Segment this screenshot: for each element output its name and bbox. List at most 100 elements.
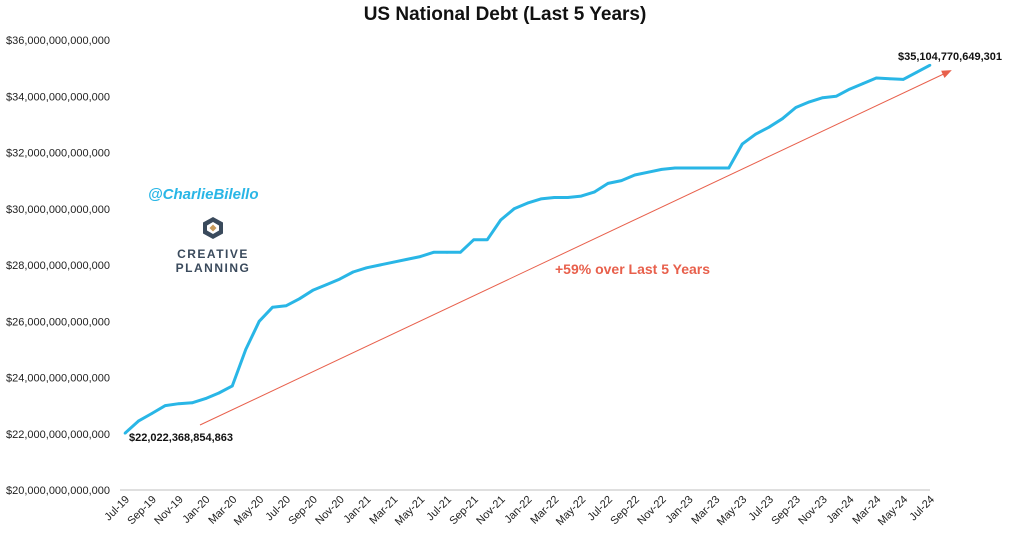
data-point [901, 78, 905, 81]
data-point [646, 170, 650, 174]
x-tick-label: Sep-21 [447, 494, 481, 528]
x-tick-label: Jul-24 [907, 494, 937, 524]
data-point [459, 251, 462, 254]
data-point [807, 100, 811, 104]
data-point [163, 404, 167, 407]
logo-text-line1: CREATIVE [177, 247, 249, 261]
x-tick-label: Sep-20 [286, 494, 320, 528]
data-point [740, 142, 744, 146]
data-point [593, 190, 596, 194]
data-point [848, 87, 851, 91]
data-point [311, 289, 315, 292]
author-handle: @CharlieBilello [148, 186, 259, 203]
data-point [512, 207, 516, 211]
data-point [365, 266, 368, 270]
y-tick-label: $24,000,000,000,000 [6, 373, 110, 385]
x-tick-label: Sep-23 [769, 494, 803, 528]
data-point [700, 166, 704, 170]
data-point [351, 270, 355, 274]
data-point [338, 277, 341, 281]
data-point [324, 283, 328, 286]
trend-arrow [199, 70, 952, 426]
data-point [928, 63, 932, 67]
x-axis: Jul-19Sep-19Nov-19Jan-20Mar-20May-20Jul-… [102, 489, 937, 528]
y-tick-label: $28,000,000,000,000 [6, 260, 110, 272]
change-annotation: +59% over Last 5 Years [555, 261, 710, 277]
data-point [123, 431, 127, 435]
x-tick-label: May-22 [554, 494, 588, 528]
logo-icon [203, 217, 223, 239]
x-tick-label: May-20 [232, 494, 266, 528]
data-point [445, 251, 449, 254]
y-tick-label: $34,000,000,000,000 [6, 91, 110, 103]
x-tick-label: May-21 [393, 494, 427, 528]
y-tick-label: $36,000,000,000,000 [6, 35, 110, 47]
data-point [834, 94, 838, 98]
data-point [539, 197, 543, 201]
data-point [633, 173, 637, 177]
data-point [392, 260, 395, 264]
x-tick-label: May-23 [715, 494, 749, 528]
x-tick-label: Nov-23 [796, 494, 830, 528]
logo-text-line2: PLANNING [175, 261, 251, 275]
data-point [257, 319, 261, 323]
data-point [378, 263, 382, 267]
chart-title: US National Debt (Last 5 Years) [363, 4, 647, 25]
data-point [485, 238, 489, 241]
data-point [781, 117, 784, 121]
data-point [177, 402, 180, 405]
x-tick-label: Nov-20 [313, 494, 347, 528]
y-tick-label: $20,000,000,000,000 [6, 485, 110, 497]
y-tick-label: $22,000,000,000,000 [6, 429, 110, 441]
data-point [754, 132, 757, 136]
data-point [271, 305, 274, 309]
data-point [405, 258, 409, 261]
data-point [472, 238, 476, 241]
data-point [727, 166, 731, 170]
data-point [231, 384, 234, 388]
data-point [915, 71, 918, 74]
data-point [821, 96, 824, 99]
y-tick-label: $26,000,000,000,000 [6, 316, 110, 328]
end-value-label: $35,104,770,649,301 [898, 51, 1002, 63]
x-tick-label: Nov-19 [152, 494, 186, 528]
start-value-label: $22,022,368,854,863 [129, 432, 233, 444]
y-tick-label: $32,000,000,000,000 [6, 148, 110, 160]
data-point [137, 419, 140, 423]
data-point [660, 168, 663, 171]
data-point [217, 391, 221, 395]
x-tick-label: Sep-22 [608, 494, 642, 528]
data-point [190, 401, 194, 405]
data-point [298, 297, 301, 301]
data-point [432, 251, 435, 254]
series-debt [123, 63, 932, 435]
data-point [687, 166, 690, 170]
data-point [244, 348, 248, 351]
x-tick-label: Nov-21 [474, 494, 508, 528]
data-point [861, 82, 865, 85]
creative-planning-logo: CREATIVE PLANNING [170, 216, 256, 275]
data-point [499, 218, 502, 222]
data-point [888, 77, 892, 81]
data-point [714, 166, 717, 170]
x-tick-label: Sep-19 [125, 494, 159, 528]
data-point [620, 179, 623, 182]
y-tick-label: $30,000,000,000,000 [6, 204, 110, 216]
y-axis: $20,000,000,000,000 $22,000,000,000,000 $2… [6, 35, 110, 497]
data-point [553, 196, 556, 199]
data-point [579, 194, 583, 198]
data-point [566, 196, 570, 199]
data-point [606, 182, 610, 185]
data-point [673, 166, 677, 170]
x-tick-label: Nov-22 [635, 494, 669, 528]
data-point [794, 106, 798, 109]
data-point [767, 125, 771, 129]
data-point [875, 76, 878, 80]
data-point [204, 397, 207, 400]
data-point [150, 412, 154, 415]
data-point [526, 201, 529, 205]
x-tick-label: May-24 [876, 494, 910, 528]
data-point [418, 255, 422, 258]
